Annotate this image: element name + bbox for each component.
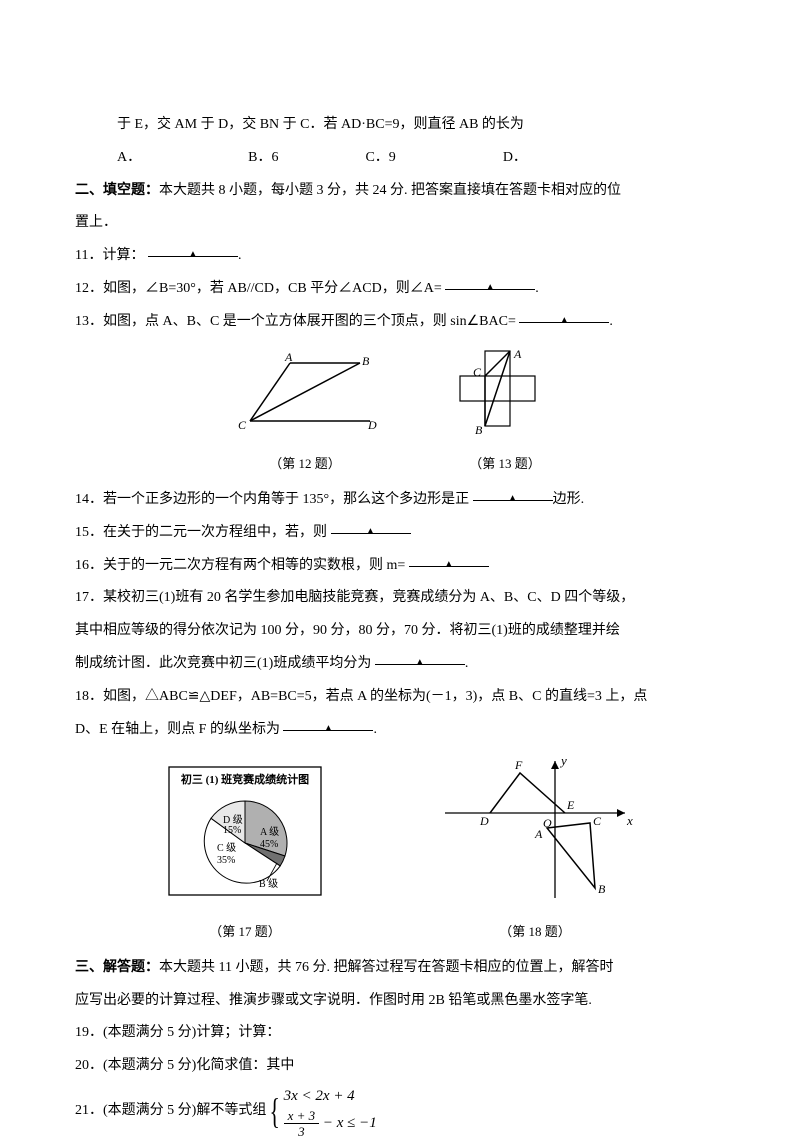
figure-13-svg: A C B	[440, 346, 570, 436]
section-2-title: 二、填空题：	[75, 183, 159, 198]
triangle-icon: ▲	[559, 315, 569, 326]
section-3-header: 三、解答题：本大题共 11 小题，共 76 分. 把解答过程写在答题卡相应的位置…	[75, 953, 725, 984]
q21-system: { 3x < 2x + 4 x + 3 3 − x ≤ −1	[266, 1084, 376, 1139]
svg-text:E: E	[566, 798, 575, 812]
svg-text:B: B	[475, 423, 483, 436]
svg-text:D: D	[367, 418, 377, 432]
q11: 11．计算： ▲.	[75, 241, 725, 272]
svg-text:B: B	[598, 882, 606, 896]
figure-18: x y O D F E A C B （第 18 题）	[435, 753, 635, 946]
q10-opt-d: D．	[503, 143, 527, 174]
svg-text:C: C	[473, 365, 482, 379]
figure-row-12-13: A B C D （第 12 题） A C B （第 13 题）	[75, 346, 725, 479]
q10-fragment: 于 E，交 AM 于 D，交 BN 于 C．若 AD·BC=9，则直径 AB 的…	[75, 110, 725, 141]
figure-17: 初三 (1) 班竞赛成绩统计图 A 级 45% C 级 35% D 级 15% …	[165, 763, 325, 946]
q13: 13．如图，点 A、B、C 是一个立方体展开图的三个顶点，则 sin∠BAC= …	[75, 307, 725, 338]
triangle-icon: ▲	[415, 657, 425, 668]
q21: 21．(本题满分 5 分)解不等式组 { 3x < 2x + 4 x + 3 3…	[75, 1084, 725, 1139]
q14-blank: ▲	[473, 485, 553, 501]
figure-12-svg: A B C D	[230, 351, 380, 436]
q10-opt-a: A．	[117, 143, 141, 174]
svg-text:D: D	[479, 814, 489, 828]
triangle-icon: ▲	[444, 559, 454, 570]
q16: 16．关于的一元二次方程有两个相等的实数根，则 m= ▲	[75, 551, 725, 582]
q21-row2: x + 3 3 − x ≤ −1	[284, 1108, 377, 1139]
triangle-icon: ▲	[508, 493, 518, 504]
q10-opt-c: C．9	[365, 143, 395, 174]
q18-l2: D、E 在轴上，则点 F 的纵坐标为 ▲.	[75, 715, 725, 746]
q19: 19．(本题满分 5 分)计算；计算：	[75, 1018, 725, 1049]
figure-18-caption: （第 18 题）	[435, 918, 635, 947]
q18-l2-post: .	[373, 722, 377, 737]
svg-text:A: A	[513, 347, 522, 361]
triangle-icon: ▲	[188, 249, 198, 260]
q16-pre: 16．关于的一元二次方程有两个相等的实数根，则 m=	[75, 558, 405, 573]
q17-l2: 其中相应等级的得分依次记为 100 分，90 分，80 分，70 分．将初三(1…	[75, 616, 725, 647]
triangle-icon: ▲	[366, 526, 376, 537]
section-3-title: 三、解答题：	[75, 960, 159, 975]
q12: 12．如图，∠B=30°，若 AB//CD，CB 平分∠ACD，则∠A= ▲.	[75, 274, 725, 305]
q18-blank: ▲	[283, 715, 373, 731]
svg-text:15%: 15%	[223, 825, 241, 836]
svg-text:A: A	[284, 351, 293, 364]
figure-13: A C B （第 13 题）	[440, 346, 570, 479]
figure-12-caption: （第 12 题）	[230, 450, 380, 479]
q17-l3: 制成统计图．此次竞赛中初三(1)班成绩平均分为 ▲.	[75, 649, 725, 680]
q15: 15．在关于的二元一次方程组中，若，则 ▲	[75, 518, 725, 549]
q13-pre: 13．如图，点 A、B、C 是一个立方体展开图的三个顶点，则 sin∠BAC=	[75, 314, 516, 329]
svg-text:x: x	[626, 813, 633, 828]
q17-blank: ▲	[375, 649, 465, 665]
figure-row-17-18: 初三 (1) 班竞赛成绩统计图 A 级 45% C 级 35% D 级 15% …	[75, 753, 725, 946]
q11-text: 11．计算：	[75, 248, 144, 263]
svg-text:B 级: B 级	[259, 878, 278, 890]
q16-blank: ▲	[409, 551, 489, 567]
triangle-icon: ▲	[324, 723, 334, 734]
svg-text:C 级: C 级	[217, 842, 236, 854]
q13-blank: ▲	[519, 307, 609, 323]
q21-fraction: x + 3 3	[284, 1108, 320, 1139]
q14-post: 边形.	[553, 492, 585, 507]
q18-l1: 18．如图，△ABC≌△DEF，AB=BC=5，若点 A 的坐标为(－1，3)，…	[75, 682, 725, 713]
q13-post: .	[609, 314, 613, 329]
q17-l1: 17．某校初三(1)班有 20 名学生参加电脑技能竞赛，竞赛成绩分为 A、B、C…	[75, 583, 725, 614]
q15-blank: ▲	[331, 518, 411, 534]
q10-opt-b: B．6	[248, 143, 278, 174]
section-2-header: 二、填空题：本大题共 8 小题，每小题 3 分，共 24 分. 把答案直接填在答…	[75, 176, 725, 207]
svg-text:35%: 35%	[217, 855, 235, 866]
section-2-desc: 本大题共 8 小题，每小题 3 分，共 24 分. 把答案直接填在答题卡相对应的…	[159, 183, 621, 198]
section-3-header-cont: 应写出必要的计算过程、推演步骤或文字说明．作图时用 2B 铅笔或黑色墨水签字笔.	[75, 986, 725, 1017]
svg-text:A: A	[534, 827, 543, 841]
q11-blank: ▲	[148, 241, 238, 257]
svg-text:F: F	[514, 758, 523, 772]
q12-blank: ▲	[445, 274, 535, 290]
q21-pre: 21．(本题满分 5 分)解不等式组	[75, 1096, 266, 1127]
q10-options: A． B．6 C．9 D．	[75, 143, 725, 174]
q21-row1: 3x < 2x + 4	[284, 1084, 377, 1108]
figure-17-caption: （第 17 题）	[165, 918, 325, 947]
section-2-header-cont: 置上．	[75, 208, 725, 239]
q12-pre: 12．如图，∠B=30°，若 AB//CD，CB 平分∠ACD，则∠A=	[75, 281, 445, 296]
svg-text:C: C	[593, 814, 602, 828]
q17-l3-post: .	[465, 656, 469, 671]
svg-text:A 级: A 级	[260, 826, 279, 838]
brace-icon: {	[270, 1093, 280, 1129]
svg-text:B: B	[362, 354, 370, 368]
section-3-desc: 本大题共 11 小题，共 76 分. 把解答过程写在答题卡相应的位置上，解答时	[159, 960, 613, 975]
svg-text:初三 (1) 班竞赛成绩统计图: 初三 (1) 班竞赛成绩统计图	[181, 772, 309, 786]
q18-l2-pre: D、E 在轴上，则点 F 的纵坐标为	[75, 722, 280, 737]
svg-text:y: y	[559, 753, 567, 768]
figure-12: A B C D （第 12 题）	[230, 351, 380, 479]
q14: 14．若一个正多边形的一个内角等于 135°，那么这个多边形是正 ▲ 边形.	[75, 485, 725, 516]
q14-pre: 14．若一个正多边形的一个内角等于 135°，那么这个多边形是正	[75, 492, 469, 507]
figure-18-svg: x y O D F E A C B	[435, 753, 635, 903]
q20: 20．(本题满分 5 分)化简求值：其中	[75, 1051, 725, 1082]
q17-l3-pre: 制成统计图．此次竞赛中初三(1)班成绩平均分为	[75, 656, 371, 671]
triangle-icon: ▲	[485, 282, 495, 293]
q12-post: .	[535, 281, 539, 296]
figure-17-svg: 初三 (1) 班竞赛成绩统计图 A 级 45% C 级 35% D 级 15% …	[165, 763, 325, 903]
svg-text:C: C	[238, 418, 247, 432]
q15-pre: 15．在关于的二元一次方程组中，若，则	[75, 525, 327, 540]
figure-13-caption: （第 13 题）	[440, 450, 570, 479]
svg-text:45%: 45%	[260, 839, 278, 850]
